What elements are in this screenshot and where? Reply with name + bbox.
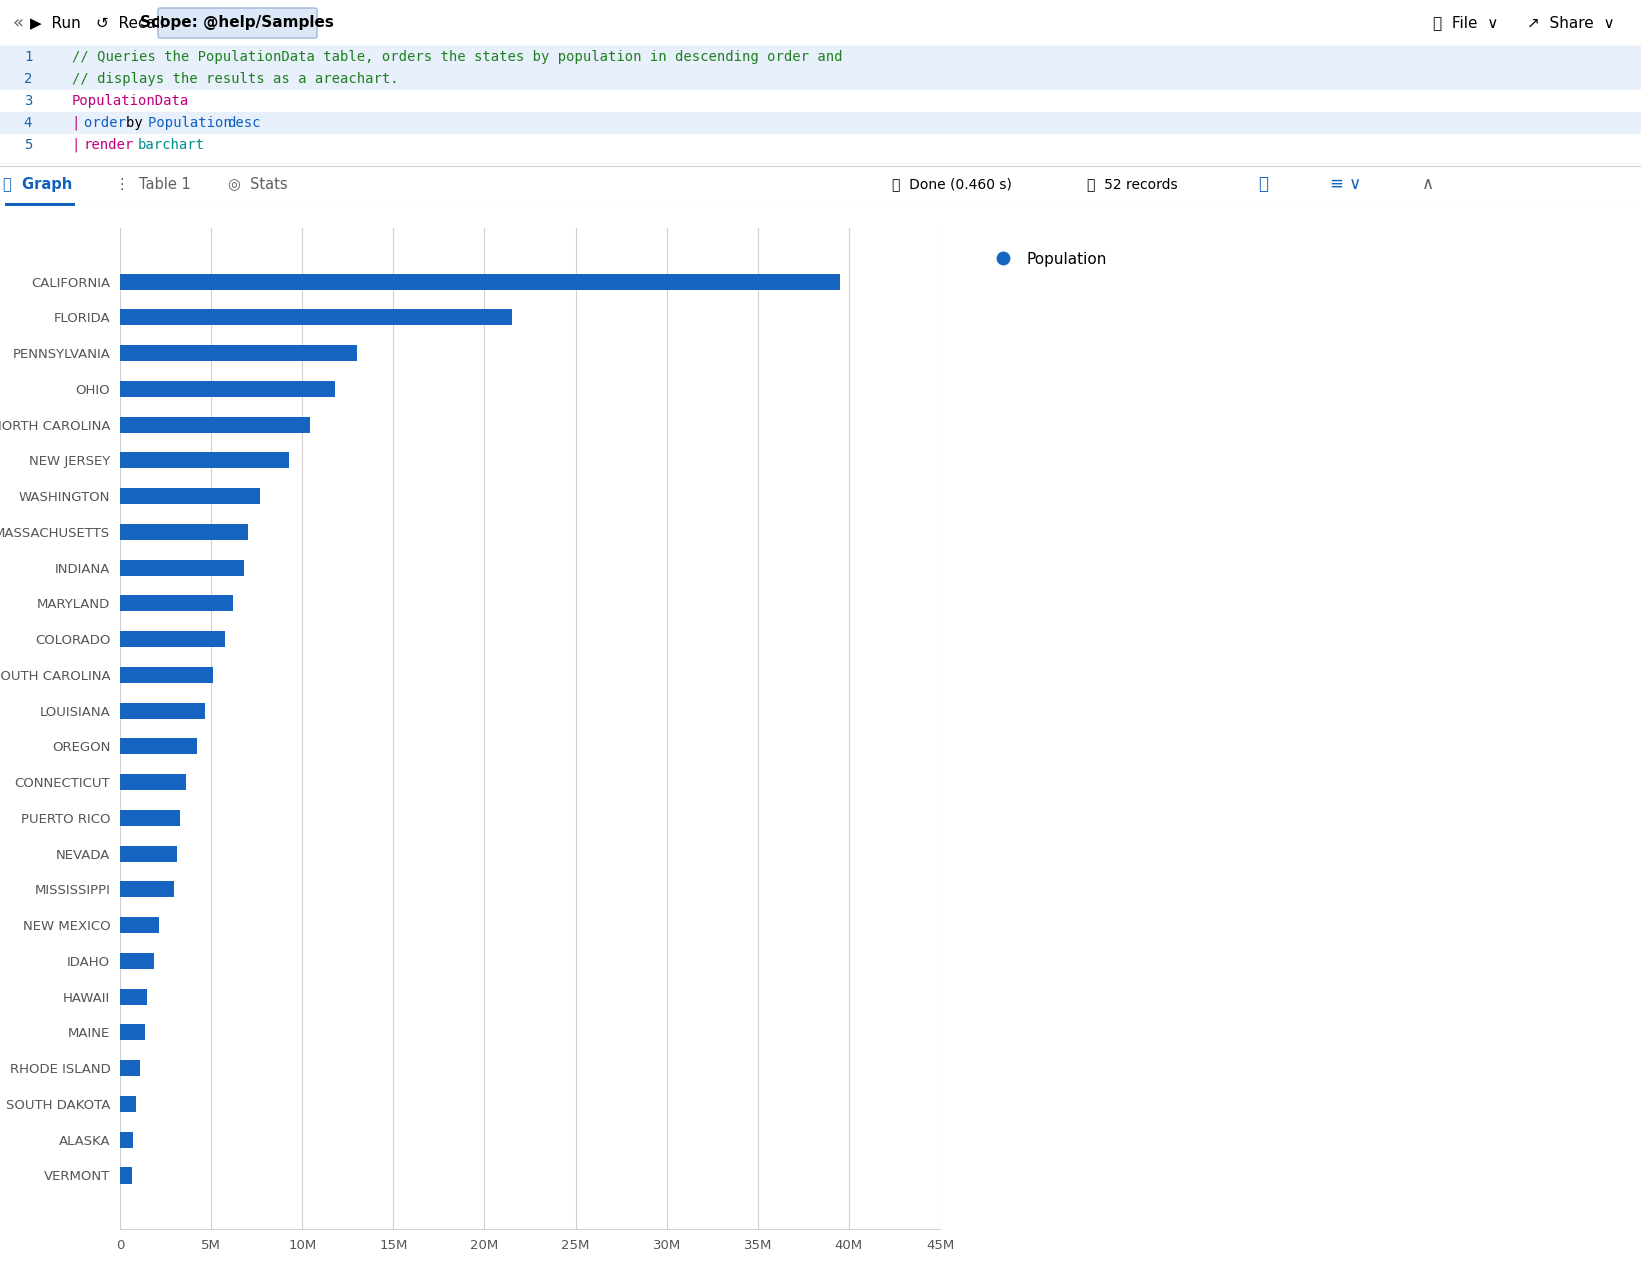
Text: render: render xyxy=(84,137,135,153)
Bar xyxy=(120,1168,131,1184)
Bar xyxy=(120,1131,133,1148)
Bar xyxy=(120,846,177,861)
Bar xyxy=(120,274,840,290)
Bar xyxy=(0,45,1641,68)
Text: Population: Population xyxy=(148,116,240,130)
Text: ∧: ∧ xyxy=(1421,175,1434,193)
Bar xyxy=(120,774,185,791)
Bar xyxy=(120,1024,144,1040)
Text: desc: desc xyxy=(226,116,261,130)
Bar xyxy=(120,1096,136,1112)
Bar xyxy=(120,810,181,826)
Bar xyxy=(0,112,1641,134)
Bar xyxy=(120,453,289,468)
Text: 📋: 📋 xyxy=(1259,175,1268,193)
Bar xyxy=(120,1061,139,1076)
Text: 1: 1 xyxy=(25,50,33,64)
Text: ↺  Recall: ↺ Recall xyxy=(95,15,164,30)
Bar xyxy=(120,630,225,647)
Text: |: | xyxy=(72,137,89,153)
Text: PopulationData: PopulationData xyxy=(72,95,189,108)
Legend: Population: Population xyxy=(981,246,1113,272)
Text: 5: 5 xyxy=(25,137,33,153)
Bar xyxy=(120,346,358,361)
Bar xyxy=(120,309,512,325)
Bar xyxy=(120,702,205,719)
Text: 🔢  52 records: 🔢 52 records xyxy=(1086,177,1178,190)
Bar xyxy=(120,595,233,612)
Text: |: | xyxy=(72,116,89,130)
Bar xyxy=(120,917,159,933)
Bar xyxy=(120,739,197,754)
Text: barchart: barchart xyxy=(138,137,205,153)
Text: ⋮  Table 1: ⋮ Table 1 xyxy=(115,177,190,192)
Text: 4: 4 xyxy=(25,116,33,130)
FancyBboxPatch shape xyxy=(158,8,317,38)
Bar xyxy=(120,989,146,1005)
Bar xyxy=(120,953,154,968)
Bar xyxy=(120,416,310,433)
Bar xyxy=(120,523,248,540)
Text: ≡ ∨: ≡ ∨ xyxy=(1329,175,1362,193)
Bar xyxy=(120,488,261,504)
Text: 📈  Graph: 📈 Graph xyxy=(3,177,72,192)
Text: ✅  Done (0.460 s): ✅ Done (0.460 s) xyxy=(891,177,1012,190)
Text: 📄  File  ∨: 📄 File ∨ xyxy=(1433,15,1498,30)
Text: by: by xyxy=(126,116,151,130)
Bar xyxy=(5,203,75,206)
Bar xyxy=(120,560,243,575)
Bar xyxy=(120,881,174,898)
Text: ▶  Run: ▶ Run xyxy=(30,15,80,30)
Bar xyxy=(120,381,335,397)
Bar xyxy=(0,68,1641,90)
Text: // displays the results as a areachart.: // displays the results as a areachart. xyxy=(72,72,399,86)
Text: ↗  Share  ∨: ↗ Share ∨ xyxy=(1528,15,1615,30)
Text: order: order xyxy=(84,116,135,130)
Text: Scope: @help/Samples: Scope: @help/Samples xyxy=(139,15,333,30)
Text: «: « xyxy=(13,14,23,32)
Text: // Queries the PopulationData table, orders the states by population in descendi: // Queries the PopulationData table, ord… xyxy=(72,50,842,64)
Text: ◎  Stats: ◎ Stats xyxy=(228,177,287,192)
Bar xyxy=(120,667,213,683)
Text: 3: 3 xyxy=(25,95,33,108)
Text: 2: 2 xyxy=(25,72,33,86)
